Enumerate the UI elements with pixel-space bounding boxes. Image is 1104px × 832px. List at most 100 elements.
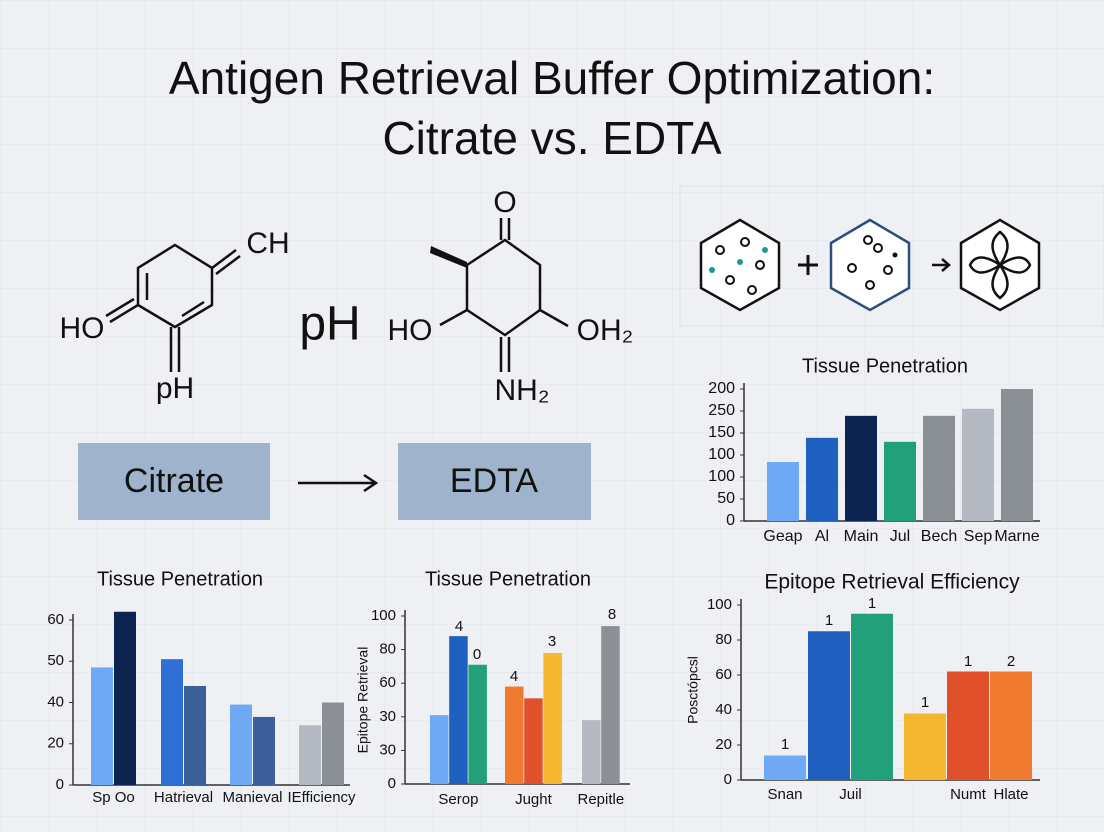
- x-tick-label: Repitle: [577, 791, 624, 808]
- bar: [808, 631, 850, 780]
- x-tick-label: Sp Oo: [92, 789, 135, 806]
- flow-box: [78, 443, 270, 520]
- annotation: 1: [964, 653, 972, 670]
- y-tick-label: 80: [715, 631, 732, 648]
- x-tick-label: Serop: [438, 791, 478, 808]
- atom-label: NH₂: [495, 374, 550, 407]
- bar: [230, 704, 252, 785]
- annotation: 1: [921, 694, 929, 711]
- y-axis-label: Posctópcsl: [685, 656, 701, 724]
- y-tick-label: 50: [47, 652, 64, 669]
- y-tick-label: 30: [379, 708, 396, 725]
- x-tick-label: Main: [844, 528, 879, 545]
- bar: [184, 686, 206, 785]
- structure-left: CH HO pH: [60, 227, 290, 405]
- ph-label: pH: [299, 298, 360, 351]
- flow-box: [398, 443, 591, 520]
- annotation: 1: [781, 736, 789, 753]
- y-tick-label: 0: [56, 776, 64, 793]
- annotation: 4: [455, 618, 463, 635]
- x-tick-label: Hlate: [993, 786, 1028, 803]
- bar: [962, 408, 994, 521]
- bar: [114, 611, 136, 785]
- bar: [806, 437, 838, 521]
- bar: [91, 667, 113, 785]
- mechanism-icons: [679, 185, 1104, 327]
- y-tick-label: 80: [379, 641, 396, 658]
- atom-label: HO: [388, 314, 433, 347]
- annotation: 3: [548, 633, 556, 650]
- y-tick-label: 40: [47, 693, 64, 710]
- x-tick-label: Sep: [964, 528, 993, 545]
- x-tick-label: Numt: [950, 786, 987, 803]
- y-tick-label: 100: [708, 468, 735, 485]
- annotation: 2: [1007, 653, 1015, 670]
- atom-label: HO: [60, 312, 105, 345]
- atom-label: CH: [246, 227, 289, 260]
- x-tick-label: Hatrieval: [154, 789, 213, 806]
- x-tick-label: Al: [815, 528, 829, 545]
- bar: [543, 652, 562, 784]
- x-tick-label: Manieval: [222, 789, 282, 806]
- annotation: 4: [510, 668, 518, 685]
- x-tick-label: Geap: [763, 528, 802, 545]
- x-tick-label: Snan: [767, 786, 802, 803]
- x-tick-label: Jught: [515, 791, 553, 808]
- chart-title: Epitope Retrieval Efficiency: [764, 571, 1020, 594]
- y-tick-label: 40: [715, 701, 732, 718]
- bar: [923, 415, 955, 521]
- bar: [161, 659, 183, 785]
- y-tick-label: 60: [47, 611, 64, 628]
- chart-title: Tissue Penetration: [802, 355, 968, 377]
- y-tick-label: 100: [708, 446, 735, 463]
- y-tick-label: 20: [47, 735, 64, 752]
- y-axis-label: Epitope Retrieval: [355, 647, 371, 754]
- y-tick-label: 100: [707, 596, 732, 613]
- atom-label: pH: [156, 372, 194, 405]
- y-tick-label: 0: [726, 512, 735, 529]
- y-tick-label: 30: [379, 741, 396, 758]
- annotation: 8: [608, 606, 616, 623]
- x-tick-label: Juil: [839, 786, 862, 803]
- bar: [524, 698, 543, 784]
- annotation: 1: [868, 595, 876, 612]
- bar: [430, 715, 449, 784]
- bar: [468, 664, 487, 784]
- x-tick-label: Jul: [890, 528, 910, 545]
- bar: [299, 725, 321, 785]
- y-tick-label: 20: [715, 736, 732, 753]
- bar: [851, 613, 893, 780]
- y-tick-label: 0: [724, 771, 732, 788]
- bar: [990, 671, 1032, 780]
- bar: [1001, 389, 1033, 521]
- y-tick-label: 200: [708, 380, 735, 397]
- y-tick-label: 60: [379, 674, 396, 691]
- bar: [845, 415, 877, 521]
- bar: [764, 755, 806, 780]
- x-tick-label: Bech: [921, 528, 957, 545]
- y-tick-label: 250: [708, 402, 735, 419]
- bar: [601, 626, 620, 784]
- y-tick-label: 100: [371, 607, 396, 624]
- bar: [253, 716, 275, 785]
- flow-label: Citrate: [124, 462, 224, 500]
- bar: [322, 702, 344, 785]
- bar: [904, 713, 946, 780]
- bar: [767, 462, 799, 521]
- y-tick-label: 60: [715, 666, 732, 683]
- flow-arrow-head: [363, 473, 379, 493]
- annotation: 0: [473, 646, 481, 663]
- x-tick-label: Marne: [994, 528, 1039, 545]
- bar: [582, 720, 601, 784]
- flow-label: EDTA: [450, 462, 538, 500]
- atom-label: O: [493, 186, 516, 219]
- atom-label: OH₂: [577, 314, 634, 347]
- structure-right: O HO OH₂ NH₂: [388, 186, 634, 407]
- y-tick-label: 150: [708, 424, 735, 441]
- annotation: 1: [825, 612, 833, 629]
- y-tick-label: 50: [717, 490, 735, 507]
- chart-title: Tissue Penetration: [97, 568, 263, 590]
- bar: [505, 686, 524, 784]
- bar: [947, 671, 989, 780]
